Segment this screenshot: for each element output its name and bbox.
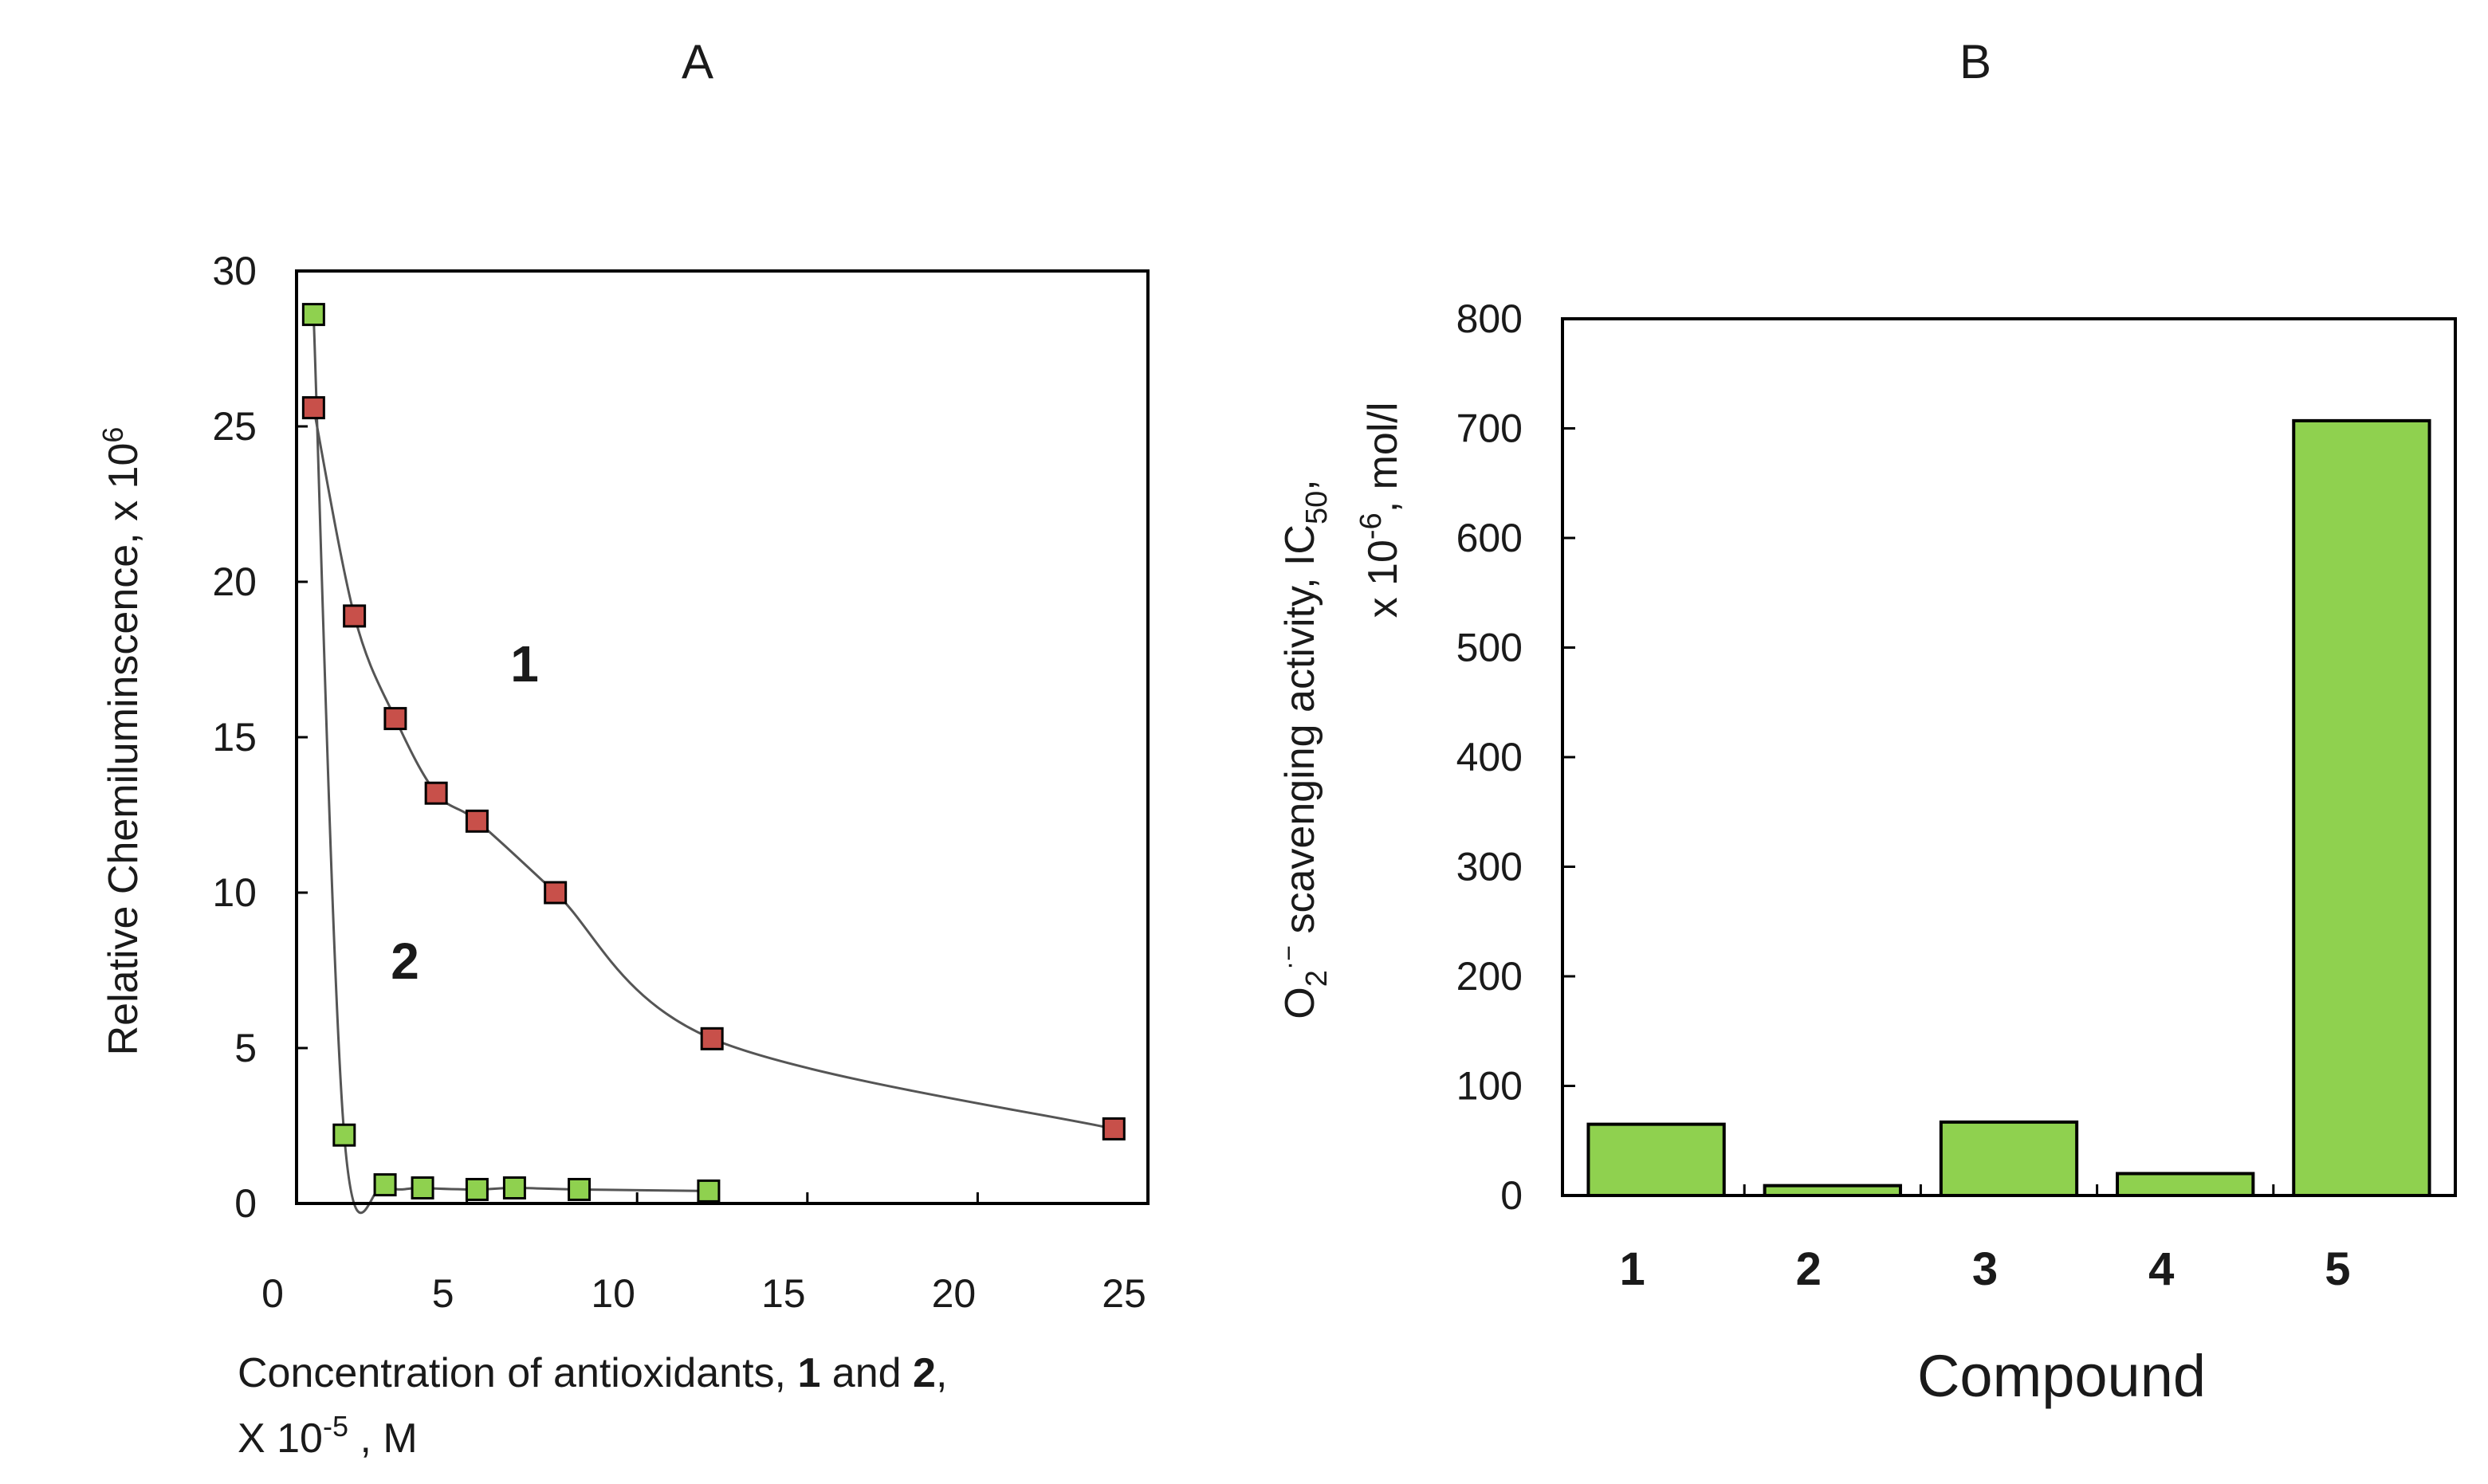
series-2-line [312, 314, 709, 1215]
panel-b-category-label: 4 [2148, 1243, 2174, 1295]
panel-a-y-axis-title: Relative Chemiluminscence, x 106 [96, 427, 147, 1056]
series-1-line [312, 407, 1114, 1130]
panel-a-chart: A 0 5 10 15 20 25 0 5 10 15 20 25 30 1 2 Relative C… [96, 35, 1150, 1462]
panel-b-y-tick-label: 100 [1456, 1064, 1523, 1109]
bar-compound-3 [1939, 1120, 2079, 1197]
series-1-point [465, 809, 489, 833]
series-2-point [301, 303, 325, 327]
series-2-point [697, 1179, 721, 1203]
series-1-point [700, 1027, 724, 1050]
panel-b-y-tick-label: 400 [1456, 735, 1523, 779]
panel-a-y-tick-label: 0 [234, 1181, 257, 1226]
panel-a-x-tick-label: 5 [432, 1271, 454, 1316]
panel-b-category-label: 1 [1619, 1243, 1645, 1295]
series-label-2: 2 [391, 932, 419, 990]
series-1-point [343, 604, 367, 628]
panel-b-y-tick-label: 500 [1456, 626, 1523, 670]
series-1-point [301, 396, 325, 420]
panel-b-y-axis-title-line1: O2·− scavenging activity, IC50, [1274, 479, 1334, 1019]
panel-b-y-axis-title-line2: x 10-6, mol/l [1354, 402, 1406, 618]
series-2-point [373, 1173, 397, 1197]
series-2-point [502, 1176, 526, 1199]
series-2-point [411, 1176, 434, 1199]
panel-a-title: A [682, 35, 713, 88]
panel-b-y-tick-label: 200 [1456, 954, 1523, 999]
panel-a-y-tick-label: 30 [212, 249, 257, 293]
panel-a-x-tick-label: 10 [591, 1271, 635, 1316]
panel-b-category-label: 3 [1972, 1243, 1998, 1295]
panel-a-plot-frame [295, 269, 1150, 1205]
bar-compound-4 [2116, 1172, 2255, 1197]
panel-b-title: B [1959, 35, 1991, 88]
panel-a-y-tick-label: 15 [212, 715, 257, 760]
series-2-point [332, 1123, 356, 1147]
panel-b-y-tick-label: 700 [1456, 406, 1523, 451]
series-label-1: 1 [510, 635, 539, 693]
panel-b-x-axis-title: Compound [1917, 1343, 2206, 1409]
panel-a-x-tick-label: 20 [932, 1271, 977, 1316]
panel-a-y-tick-label: 5 [234, 1026, 257, 1070]
series-2-point [465, 1177, 489, 1201]
panel-b-category-label: 5 [2325, 1243, 2350, 1295]
panel-b-y-tick-label: 300 [1456, 845, 1523, 889]
panel-a-x-axis-title-line2: X 10-5 , M [238, 1410, 418, 1462]
panel-b-y-tick-label: 600 [1456, 516, 1523, 560]
panel-b-y-tick-label: 800 [1456, 296, 1523, 341]
bar-compound-5 [2292, 418, 2431, 1197]
series-1-point [424, 781, 448, 805]
panel-b-category-label: 2 [1796, 1243, 1822, 1295]
series-2-point [568, 1177, 592, 1201]
panel-a-x-tick-label: 25 [1102, 1271, 1146, 1316]
panel-b-y-tick-label: 0 [1500, 1173, 1523, 1218]
panel-a-x-axis-title-line1: Concentration of antioxidants, 1 and 2, [238, 1350, 947, 1396]
series-1-point [1102, 1117, 1126, 1140]
panel-a-y-tick-label: 25 [212, 404, 257, 449]
series-1-point [383, 707, 407, 731]
series-1-point [544, 881, 568, 905]
panel-a-x-tick-label: 15 [761, 1271, 806, 1316]
panel-a-y-tick-label: 10 [212, 870, 257, 915]
panel-b-chart: B 0 100 200 300 400 500 600 700 800 1 2 3 4 5 O2·− s… [1274, 35, 2457, 1409]
panel-a-y-tick-label: 20 [212, 559, 257, 604]
bar-compound-1 [1586, 1122, 1726, 1197]
panel-a-x-tick-label: 0 [261, 1271, 284, 1316]
